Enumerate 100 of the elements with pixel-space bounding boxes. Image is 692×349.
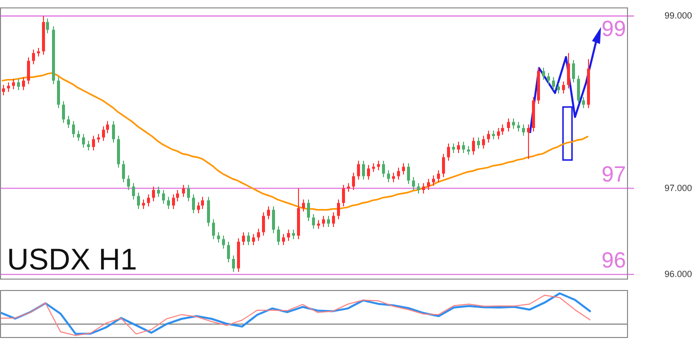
candlestick xyxy=(477,136,480,150)
candlestick xyxy=(46,18,49,34)
candlestick xyxy=(77,130,80,142)
candlestick xyxy=(207,196,210,227)
candlestick xyxy=(357,160,360,180)
ref-line-label: 99 xyxy=(602,16,626,42)
candlestick xyxy=(427,178,430,191)
candlestick xyxy=(447,143,450,162)
candlestick xyxy=(322,215,325,228)
candlestick xyxy=(112,120,115,144)
candlestick xyxy=(392,172,395,183)
y-tick-label: 97.000 xyxy=(664,182,692,193)
y-tick-label: 96.000 xyxy=(664,268,692,279)
candlestick xyxy=(147,194,150,207)
candlestick xyxy=(337,198,340,220)
candlestick xyxy=(132,182,135,200)
candlestick xyxy=(552,76,555,91)
candlestick xyxy=(287,229,290,242)
candlestick xyxy=(197,202,200,214)
candlestick xyxy=(222,235,225,250)
candlestick xyxy=(2,84,5,96)
candlestick xyxy=(157,186,160,198)
candlestick xyxy=(397,167,400,180)
candlestick xyxy=(342,184,345,207)
candlestick xyxy=(457,141,460,154)
candlestick xyxy=(507,118,510,132)
candlestick xyxy=(176,190,179,202)
candlestick xyxy=(437,170,440,183)
candlestick xyxy=(82,134,85,148)
candlestick xyxy=(452,143,455,154)
candlestick xyxy=(247,232,250,246)
candlestick xyxy=(227,241,230,263)
candlestick xyxy=(17,78,20,91)
candlestick xyxy=(422,182,425,194)
ref-line-label: 97 xyxy=(602,161,626,186)
candlestick xyxy=(217,232,220,244)
candlestick xyxy=(432,174,435,186)
candlestick xyxy=(7,82,10,92)
annotation: USDX H1 xyxy=(7,244,138,277)
candlestick xyxy=(412,176,415,191)
candlestick xyxy=(142,198,145,210)
candlestick xyxy=(62,100,65,124)
candlestick xyxy=(172,194,175,210)
y-tick-label: 99.000 xyxy=(664,10,692,20)
candlestick xyxy=(547,72,550,85)
candlestick xyxy=(182,184,185,198)
candlestick xyxy=(22,76,25,91)
candlestick xyxy=(362,160,365,180)
candlestick xyxy=(542,67,545,80)
candlestick xyxy=(307,198,310,222)
candlestick xyxy=(257,228,260,242)
candlestick xyxy=(472,136,475,156)
candlestick xyxy=(577,74,580,104)
candlestick xyxy=(557,82,560,94)
candlestick xyxy=(282,233,285,246)
candlestick xyxy=(192,194,195,214)
candlestick xyxy=(162,190,165,204)
candlestick xyxy=(167,196,170,210)
candlestick xyxy=(582,96,585,109)
candlestick xyxy=(572,59,575,83)
candlestick xyxy=(417,182,420,194)
candlestick xyxy=(292,229,295,240)
candlestick xyxy=(122,160,125,183)
candlestick xyxy=(517,121,520,132)
candlestick xyxy=(407,162,410,184)
candlestick xyxy=(512,118,515,130)
candlestick xyxy=(152,186,155,202)
candlestick xyxy=(387,170,390,183)
candlestick xyxy=(277,226,280,246)
candlestick xyxy=(72,120,75,138)
candlestick xyxy=(497,127,500,140)
candlestick xyxy=(67,115,70,128)
candlestick xyxy=(527,124,530,160)
candlestick xyxy=(487,130,490,144)
ref-line-label: 96 xyxy=(602,247,626,272)
candlestick xyxy=(137,192,140,210)
candlestick xyxy=(501,124,504,136)
candlestick xyxy=(232,254,235,272)
candlestick xyxy=(402,162,405,176)
candlestick xyxy=(562,80,565,94)
candlestick xyxy=(201,196,204,210)
candlestick xyxy=(462,141,465,154)
candlestick xyxy=(12,78,15,90)
candlestick xyxy=(106,120,109,134)
candlestick xyxy=(302,198,305,212)
candlestick xyxy=(262,212,265,236)
candlestick xyxy=(187,184,190,202)
candlestick xyxy=(377,160,380,171)
candlestick xyxy=(32,49,35,65)
candlestick xyxy=(242,232,245,246)
candlestick xyxy=(92,135,95,151)
candlestick xyxy=(332,212,335,228)
candlestick xyxy=(327,215,330,228)
candlestick xyxy=(522,124,525,136)
candlestick xyxy=(212,218,215,240)
candlestick xyxy=(127,174,130,191)
candlestick xyxy=(312,214,315,230)
candlestick xyxy=(267,206,270,220)
candlestick xyxy=(87,140,90,151)
candlestick xyxy=(442,153,445,178)
